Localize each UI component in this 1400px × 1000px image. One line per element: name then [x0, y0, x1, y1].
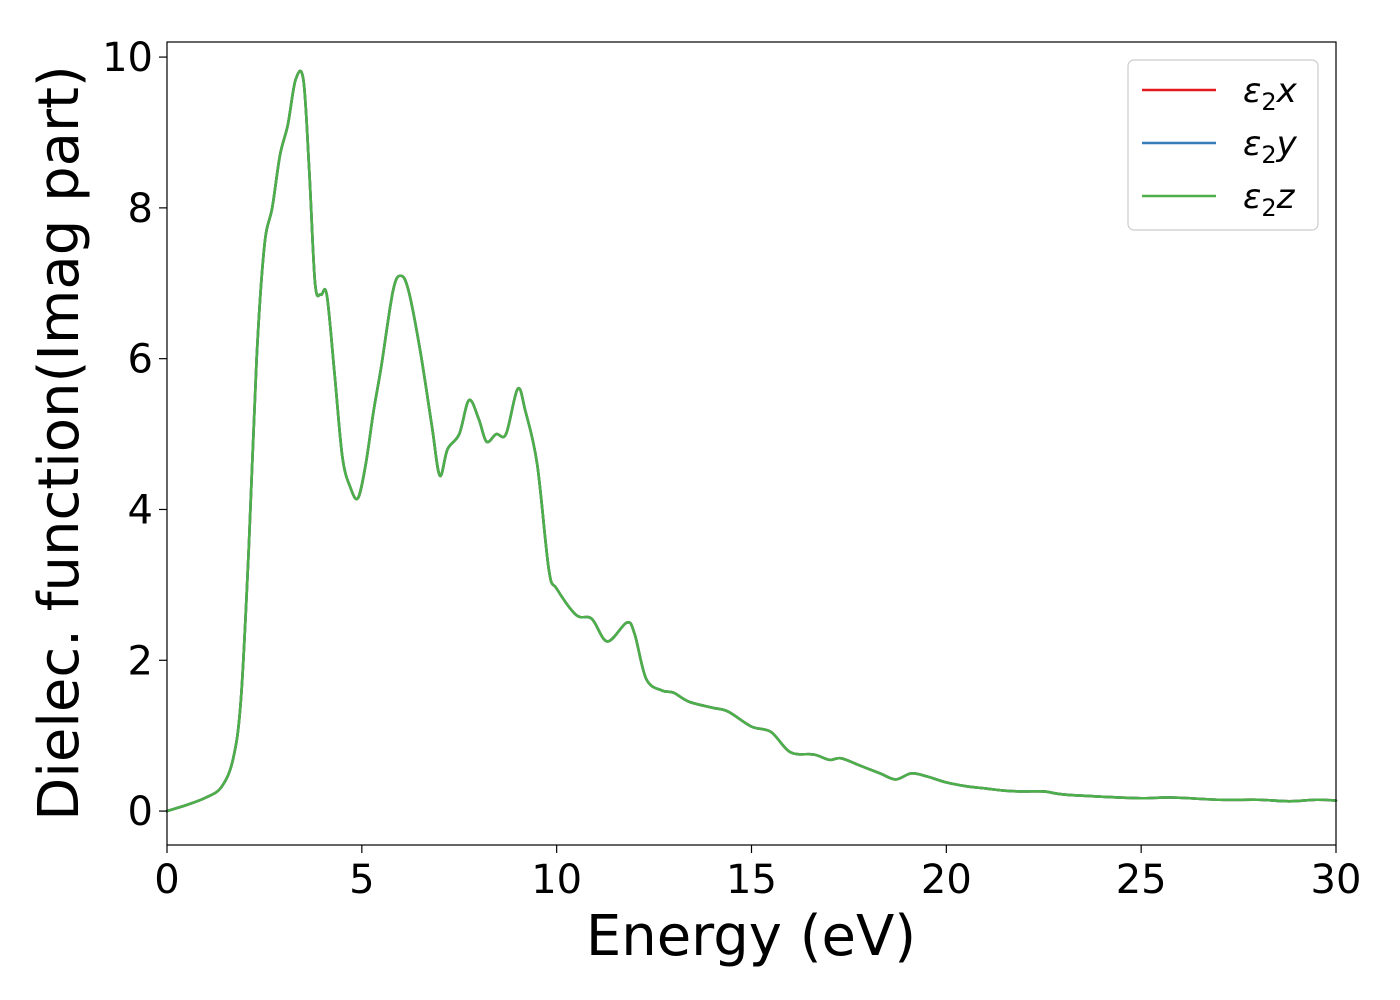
x-axis-label: Energy (eV)	[586, 904, 916, 969]
x-tick-label: 20	[921, 857, 972, 903]
y-tick-label: 2	[128, 638, 153, 684]
x-tick-label: 0	[154, 857, 179, 903]
series-layer	[165, 69, 1338, 813]
y-tick-label: 4	[128, 487, 153, 533]
series-line-z	[165, 69, 1338, 813]
legend: ε2x ε2y ε2z	[1127, 59, 1319, 231]
x-tick-label: 5	[349, 857, 374, 903]
x-tick-label: 10	[531, 857, 582, 903]
y-tick-label: 8	[128, 186, 153, 232]
legend-frame	[1127, 59, 1319, 231]
x-axis-ticks: 0 5 10 15 20 25 30	[154, 845, 1361, 903]
x-tick-label: 15	[726, 857, 777, 903]
legend-label-z: ε2z	[1243, 177, 1296, 222]
y-axis-label: Dielec. function(Imag part)	[27, 65, 92, 821]
y-tick-label: 0	[128, 789, 153, 835]
x-tick-label: 25	[1116, 857, 1167, 903]
legend-label-y: ε2y	[1243, 124, 1298, 169]
y-tick-label: 6	[128, 337, 153, 383]
y-axis-ticks: 0 2 4 6 8 10	[102, 35, 167, 835]
legend-label-x: ε2x	[1243, 71, 1298, 116]
x-tick-label: 30	[1311, 857, 1362, 903]
y-tick-label: 10	[102, 35, 153, 81]
